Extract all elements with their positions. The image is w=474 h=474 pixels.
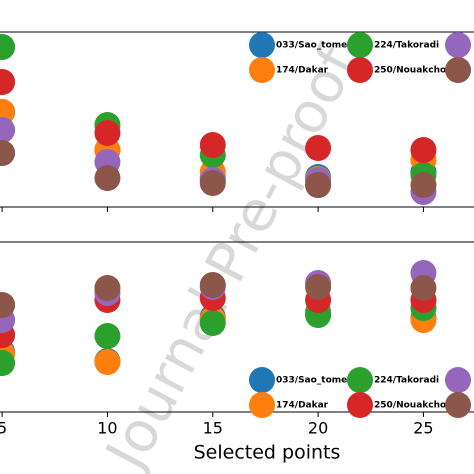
legend-marker: [347, 367, 373, 393]
legend-marker: [445, 367, 471, 393]
legend-label: 250/Nouakchott: [374, 401, 455, 411]
marker: [410, 137, 437, 163]
marker: [199, 310, 226, 336]
marker: [199, 170, 226, 196]
legend-marker: [347, 392, 373, 418]
marker: [94, 275, 121, 301]
legend-marker: [445, 32, 471, 58]
x-tick-label: 15: [203, 419, 223, 438]
marker: [410, 275, 437, 301]
marker: [305, 135, 332, 161]
marker: [199, 272, 226, 298]
legend-marker: [249, 32, 275, 58]
legend-marker: [249, 367, 275, 393]
marker: [94, 323, 121, 349]
marker: [305, 172, 332, 198]
marker: [199, 132, 226, 158]
marker: [0, 34, 16, 60]
legend-label: 033/Sao_tome: [276, 376, 347, 386]
marker: [94, 120, 121, 146]
marker: [305, 274, 332, 300]
legend-label: 250/Nouakchott: [374, 66, 455, 76]
x-tick-label: 10: [97, 419, 117, 438]
x-tick-label: 25: [413, 419, 433, 438]
marker: [0, 292, 16, 318]
legend-label: 174/Dakar: [276, 66, 329, 76]
legend-marker: [347, 57, 373, 83]
marker: [410, 172, 437, 198]
x-tick-label: 5: [0, 419, 7, 438]
legend-marker: [249, 392, 275, 418]
legend-label: 174/Dakar: [276, 401, 329, 411]
watermark: Journal Pre-proof: [92, 36, 370, 474]
marker: [0, 117, 16, 143]
marker: [0, 140, 16, 166]
marker: [0, 69, 16, 95]
legend-label: 224/Takoradi: [374, 41, 439, 51]
legend-label: 224/Takoradi: [374, 376, 439, 386]
legend-marker: [445, 392, 471, 418]
x-tick-label: 20: [308, 419, 328, 438]
marker: [94, 349, 121, 375]
marker: [0, 350, 16, 376]
marker: [94, 165, 121, 191]
legend-marker: [347, 32, 373, 58]
legend-marker: [249, 57, 275, 83]
x-axis-label: Selected points: [194, 442, 341, 464]
legend-marker: [445, 57, 471, 83]
legend-label: 033/Sao_tome: [276, 41, 347, 51]
